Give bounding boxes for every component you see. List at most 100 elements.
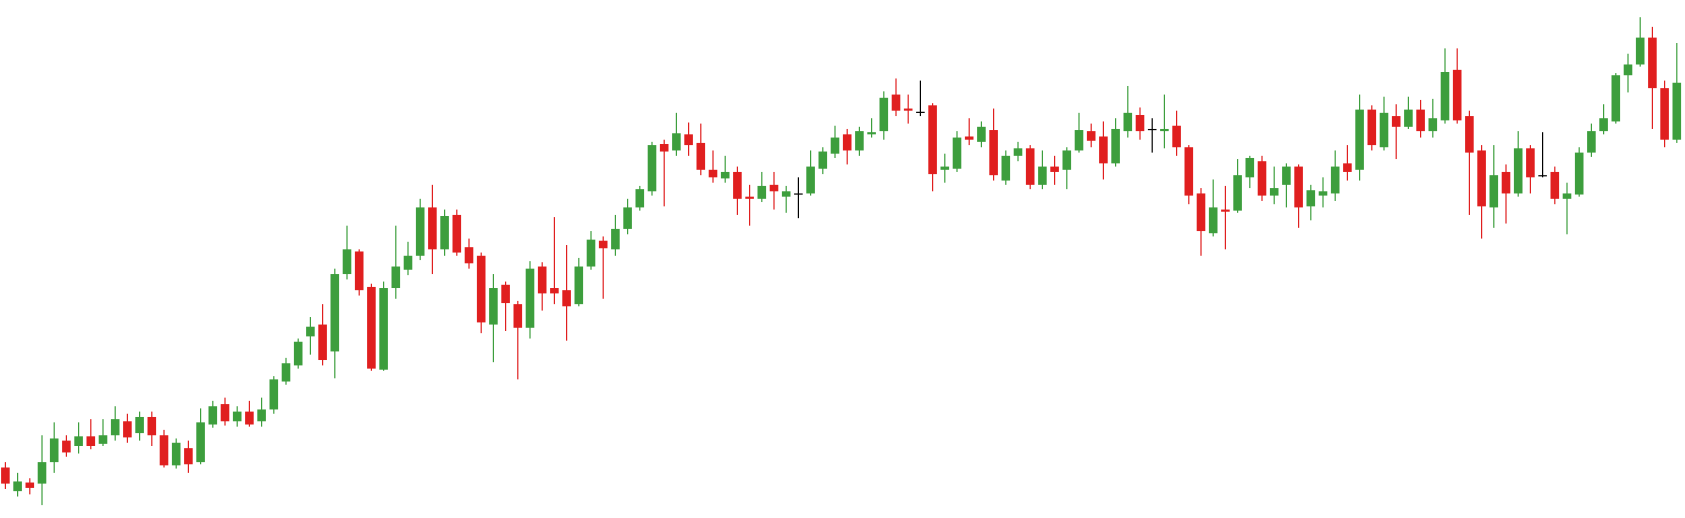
candle-body	[74, 436, 83, 446]
candle-body	[379, 288, 388, 370]
candle-body	[86, 436, 96, 446]
candle-body	[1208, 207, 1218, 234]
candle-body	[794, 193, 803, 195]
candle-body	[1282, 166, 1291, 185]
candle-body	[135, 416, 144, 434]
candle-body	[1550, 171, 1560, 199]
candle-body	[440, 216, 449, 250]
candle-body	[1038, 166, 1047, 185]
candle-body	[415, 207, 425, 256]
candle-body	[1404, 109, 1413, 127]
candle-body	[891, 94, 901, 111]
candle-body	[1452, 69, 1462, 121]
candle-body	[367, 286, 376, 369]
candle-body	[184, 448, 193, 465]
candle-body	[818, 151, 828, 169]
candle-body	[1160, 128, 1169, 132]
candle-body	[952, 137, 962, 169]
candle-body	[1465, 116, 1474, 153]
candle-body	[513, 304, 523, 328]
candle-body	[501, 284, 510, 304]
candle-body	[537, 266, 547, 294]
candle-body	[196, 422, 205, 463]
candle-body	[1355, 109, 1364, 170]
candle-body	[720, 171, 730, 179]
candle-body	[769, 184, 779, 192]
candle-body	[245, 411, 254, 425]
candle-body	[830, 137, 840, 154]
candle-body	[1574, 152, 1584, 195]
candle-body	[1623, 64, 1633, 76]
candle-body	[684, 134, 693, 146]
candle-body	[1074, 130, 1084, 151]
candle-body	[659, 144, 669, 152]
candle-body	[1, 467, 10, 484]
candle-body	[330, 274, 340, 352]
candle-body	[391, 266, 401, 289]
candle-body	[354, 251, 364, 291]
candle-body	[49, 438, 59, 463]
candle-body	[1294, 166, 1303, 208]
candle-body	[1672, 82, 1682, 140]
candle-body	[1123, 112, 1133, 132]
candle-body	[806, 166, 815, 194]
candle-body	[745, 196, 754, 199]
candle-body	[1489, 175, 1499, 208]
candle-body	[1269, 188, 1279, 196]
candle-body	[1428, 118, 1438, 132]
candle-body	[1526, 148, 1535, 178]
candle-body	[672, 133, 681, 151]
candle-body	[1379, 112, 1389, 148]
candle-body	[342, 249, 352, 275]
candle-body	[220, 404, 230, 422]
candle-body	[1233, 175, 1242, 211]
candle-body	[867, 132, 876, 135]
candle-body	[562, 290, 571, 307]
candle-body	[696, 142, 706, 170]
candle-body	[1147, 128, 1157, 131]
candle-body	[611, 228, 620, 250]
candle-body	[110, 419, 120, 436]
candle-body	[1257, 161, 1267, 196]
candle-body	[1440, 72, 1450, 121]
candle-body	[1330, 166, 1340, 194]
candle-body	[623, 207, 632, 229]
candle-body	[1050, 166, 1059, 172]
candle-body	[1477, 150, 1486, 207]
candle-body	[269, 379, 279, 410]
candle-body	[452, 214, 462, 253]
candle-body	[1367, 109, 1377, 146]
candle-body	[1135, 114, 1145, 132]
candle-body	[147, 416, 157, 436]
candle-body	[123, 421, 132, 438]
candle-body	[1306, 190, 1316, 207]
candle-body	[1416, 109, 1425, 132]
candle-body	[1221, 209, 1230, 212]
candle-body	[1660, 88, 1669, 140]
candle-body	[708, 169, 718, 178]
candle-body	[281, 363, 291, 382]
candle-body	[1099, 136, 1108, 164]
candle-body	[1562, 193, 1572, 199]
candle-body	[781, 191, 791, 197]
candle-body	[733, 171, 742, 199]
candle-body	[635, 189, 645, 208]
candle-body	[1196, 193, 1206, 232]
candle-body	[647, 145, 657, 192]
candle-body	[1184, 147, 1194, 196]
candle-body	[574, 266, 584, 305]
candle-body	[598, 240, 608, 249]
candle-body	[916, 111, 925, 113]
candle-body	[1025, 148, 1035, 185]
candle-body	[293, 341, 303, 366]
candle-body	[855, 131, 864, 151]
candle-body	[489, 288, 498, 325]
candle-body	[928, 105, 937, 175]
candle-body	[208, 406, 218, 425]
candle-body	[159, 435, 169, 466]
candle-body	[842, 134, 852, 151]
candle-body	[62, 440, 71, 453]
candle-body	[1111, 128, 1120, 164]
candle-body	[306, 326, 315, 337]
